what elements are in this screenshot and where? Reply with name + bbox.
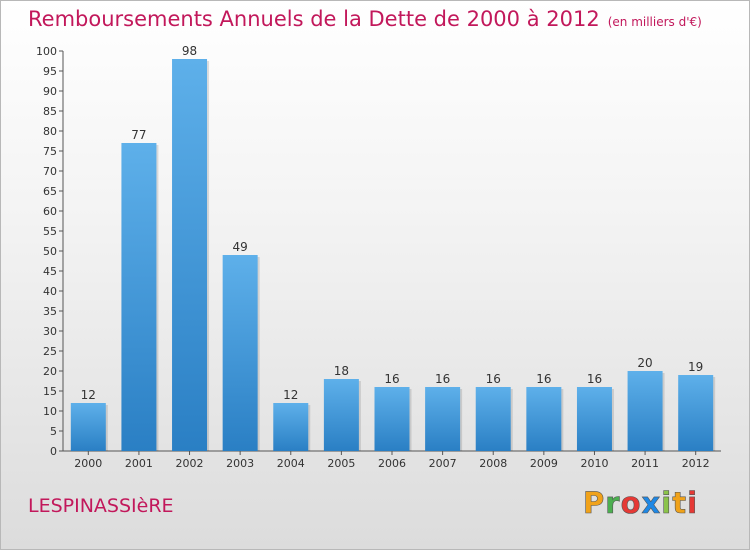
x-tick-label: 2009 bbox=[530, 457, 558, 470]
bar-value-label: 16 bbox=[435, 372, 450, 386]
y-tick-label: 55 bbox=[43, 225, 57, 238]
y-tick-label: 45 bbox=[43, 265, 57, 278]
bar-value-label: 16 bbox=[587, 372, 602, 386]
x-tick-label: 2012 bbox=[682, 457, 710, 470]
y-tick-label: 40 bbox=[43, 285, 57, 298]
x-tick-label: 2008 bbox=[479, 457, 507, 470]
y-tick-label: 70 bbox=[43, 165, 57, 178]
x-tick-label: 2004 bbox=[277, 457, 305, 470]
x-tick-label: 2011 bbox=[631, 457, 659, 470]
y-tick-label: 20 bbox=[43, 365, 57, 378]
bar bbox=[678, 375, 714, 451]
y-tick-label: 95 bbox=[43, 65, 57, 78]
y-tick-label: 30 bbox=[43, 325, 57, 338]
x-tick-label: 2001 bbox=[125, 457, 153, 470]
bar bbox=[576, 387, 612, 451]
bar-value-label: 98 bbox=[182, 44, 197, 58]
y-tick-label: 100 bbox=[36, 45, 57, 58]
y-tick-label: 80 bbox=[43, 125, 57, 138]
x-tick-label: 2007 bbox=[429, 457, 457, 470]
logo-letter: x bbox=[641, 486, 662, 521]
chart-title: Remboursements Annuels de la Dette de 20… bbox=[28, 7, 702, 31]
bar bbox=[475, 387, 511, 451]
bar-value-label: 18 bbox=[334, 364, 349, 378]
bar bbox=[526, 387, 562, 451]
bar bbox=[172, 59, 208, 451]
y-tick-label: 85 bbox=[43, 105, 57, 118]
y-tick-label: 25 bbox=[43, 345, 57, 358]
logo-letter: i bbox=[687, 486, 699, 521]
y-tick-label: 75 bbox=[43, 145, 57, 158]
y-tick-label: 90 bbox=[43, 85, 57, 98]
y-tick-label: 0 bbox=[50, 445, 57, 458]
y-tick-label: 15 bbox=[43, 385, 57, 398]
bar-value-label: 20 bbox=[637, 356, 652, 370]
bar-value-label: 49 bbox=[233, 240, 248, 254]
bar-value-label: 16 bbox=[384, 372, 399, 386]
bar-value-label: 16 bbox=[536, 372, 551, 386]
y-tick-label: 35 bbox=[43, 305, 57, 318]
y-tick-label: 5 bbox=[50, 425, 57, 438]
bar-value-label: 12 bbox=[283, 388, 298, 402]
logo-letter: i bbox=[661, 486, 673, 521]
bar-value-label: 16 bbox=[486, 372, 501, 386]
y-tick-label: 50 bbox=[43, 245, 57, 258]
bar bbox=[374, 387, 410, 451]
bar bbox=[273, 403, 309, 451]
x-tick-label: 2006 bbox=[378, 457, 406, 470]
y-tick-label: 10 bbox=[43, 405, 57, 418]
bar-value-label: 19 bbox=[688, 360, 703, 374]
bar-value-label: 12 bbox=[81, 388, 96, 402]
logo-letter: P bbox=[583, 486, 606, 521]
bar bbox=[425, 387, 461, 451]
title-text: Remboursements Annuels de la Dette de 20… bbox=[28, 7, 600, 31]
logo-letter: r bbox=[605, 486, 621, 521]
y-tick-label: 60 bbox=[43, 205, 57, 218]
x-tick-label: 2000 bbox=[74, 457, 102, 470]
bar bbox=[222, 255, 258, 451]
bar bbox=[323, 379, 359, 451]
bar bbox=[627, 371, 663, 451]
proxiti-logo: Proxiti bbox=[583, 486, 699, 521]
y-tick-label: 65 bbox=[43, 185, 57, 198]
unit-label: (en milliers d'€) bbox=[607, 15, 702, 29]
x-tick-label: 2002 bbox=[176, 457, 204, 470]
bar bbox=[121, 143, 157, 451]
bar bbox=[70, 403, 106, 451]
x-tick-label: 2003 bbox=[226, 457, 254, 470]
logo-letter: t bbox=[672, 486, 688, 521]
commune-name: LESPINASSIèRE bbox=[28, 495, 174, 517]
logo-letter: o bbox=[620, 486, 642, 521]
x-tick-label: 2005 bbox=[327, 457, 355, 470]
bar-value-label: 77 bbox=[131, 128, 146, 142]
x-tick-label: 2010 bbox=[580, 457, 608, 470]
